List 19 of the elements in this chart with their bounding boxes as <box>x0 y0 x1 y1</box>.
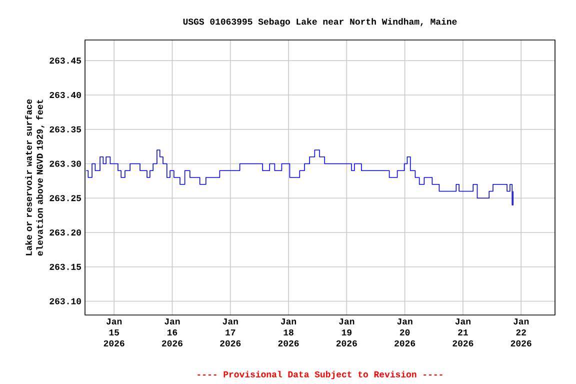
y-axis-title: Lake or reservoir water surface elevation above NGVD 1929, feet <box>25 99 44 256</box>
x-tick-label: Jan 16 2026 <box>162 318 182 346</box>
y-tick-label: 263.15 <box>50 264 82 270</box>
y-tick-label: 263.40 <box>50 92 81 98</box>
y-tick-label: 263.25 <box>50 195 82 202</box>
x-tick-label: Jan 17 2026 <box>220 318 241 346</box>
text: ---- Provisional Data Subject to Revision ---- <box>198 370 442 380</box>
x-tick-label: Jan 22 2026 <box>510 318 532 346</box>
x-tick-label: Jan 15 2026 <box>104 318 124 346</box>
x-tick-label: Jan 20 2026 <box>394 318 416 346</box>
x-tick-label: Jan 21 2026 <box>452 318 474 346</box>
x-tick-label: Jan 19 2026 <box>336 318 357 346</box>
x-tick-label: Jan 18 2026 <box>278 318 299 346</box>
y-tick-label: 263.35 <box>50 126 82 132</box>
chart-title: USGS 01063995 Sebago Lake near North Windham, Maine <box>183 18 457 27</box>
y-tick-label: 263.20 <box>50 229 81 236</box>
y-tick-label: 263.10 <box>50 298 81 304</box>
y-tick-label: 263.30 <box>50 160 81 167</box>
y-tick-label: 263.45 <box>50 58 82 64</box>
